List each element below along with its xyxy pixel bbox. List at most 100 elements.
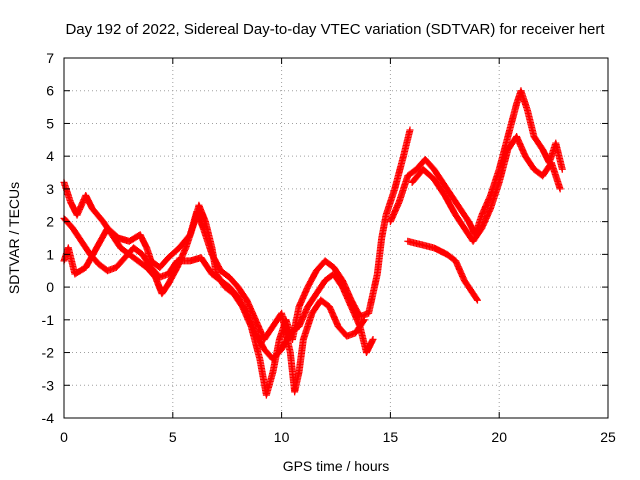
data-point-run xyxy=(495,147,512,186)
data-point-run xyxy=(164,258,180,278)
data-points xyxy=(60,87,566,399)
data-point-run xyxy=(382,186,398,219)
data-point-run xyxy=(486,167,503,199)
data-point-run xyxy=(225,283,241,300)
axis-ticks xyxy=(63,57,609,419)
data-point-run xyxy=(362,337,376,357)
data-point-run xyxy=(243,296,259,322)
data-point-run xyxy=(441,191,459,218)
series-track-3 xyxy=(60,208,368,396)
data-point-run xyxy=(430,165,446,185)
data-point-run xyxy=(158,281,172,298)
data-point xyxy=(406,126,414,134)
y-tick-label: 6 xyxy=(46,83,54,99)
data-point-run xyxy=(88,205,106,224)
data-point-run xyxy=(317,296,332,310)
plot-frame xyxy=(63,57,609,419)
y-tick-label: 7 xyxy=(46,50,54,66)
data-point-run xyxy=(421,155,437,172)
series-track-2 xyxy=(60,214,377,363)
data-point-run xyxy=(530,133,546,152)
y-tick-label: 2 xyxy=(46,214,54,230)
x-tick-label: 20 xyxy=(491,429,507,445)
data-point-run xyxy=(197,254,215,277)
data-point-run xyxy=(299,311,316,343)
data-point-run xyxy=(77,237,93,257)
data-point-run xyxy=(404,237,423,248)
series-track-6 xyxy=(404,237,481,304)
data-point-run xyxy=(391,154,407,193)
data-point-run xyxy=(439,178,454,198)
data-point-run xyxy=(93,225,111,252)
y-axis-label: SDTVAR / TECUs xyxy=(6,182,22,294)
data-point-run xyxy=(325,303,342,329)
data-point-run xyxy=(138,250,154,270)
x-tick-label: 15 xyxy=(383,429,399,445)
data-point xyxy=(556,185,564,193)
data-point xyxy=(473,296,481,304)
data-point-run xyxy=(208,250,224,273)
data-point-run xyxy=(175,232,193,252)
data-point-run xyxy=(504,101,520,141)
data-point-run xyxy=(404,166,419,180)
data-point xyxy=(369,335,377,343)
data-point-run xyxy=(339,283,355,309)
data-point-run xyxy=(225,273,241,290)
data-point-run xyxy=(130,244,145,257)
data-point-run xyxy=(308,297,324,317)
series-track-4 xyxy=(386,87,566,239)
data-point-run xyxy=(469,290,481,303)
data-point-run xyxy=(69,224,85,244)
data-point-run xyxy=(304,268,320,291)
data-point-run xyxy=(352,317,367,337)
data-point-run xyxy=(269,346,285,363)
data-point-run xyxy=(217,277,232,290)
data-point-run xyxy=(260,324,276,343)
data-point-run xyxy=(243,309,259,336)
data-point-run xyxy=(452,257,468,283)
data-point-run xyxy=(521,152,537,172)
data-point-run xyxy=(443,250,458,264)
chart-title: Day 192 of 2022, Sidereal Day-to-day VTE… xyxy=(65,21,605,38)
data-point-run xyxy=(408,166,426,186)
x-tick-label: 10 xyxy=(274,429,290,445)
data-point-run xyxy=(478,206,494,232)
data-point-run xyxy=(64,244,78,276)
data-point-run xyxy=(517,87,531,113)
y-tick-label: 4 xyxy=(46,148,54,164)
data-point-run xyxy=(330,270,346,290)
data-point-run xyxy=(295,304,311,330)
data-point-run xyxy=(262,370,276,399)
x-tick-label: 0 xyxy=(60,429,68,445)
data-point-run xyxy=(136,231,150,251)
data-point-run xyxy=(447,191,463,211)
data-point-run xyxy=(430,175,448,198)
y-tick-label: -3 xyxy=(42,377,55,393)
data-point-run xyxy=(286,323,302,337)
x-tick-label: 5 xyxy=(169,429,177,445)
data-point-run xyxy=(452,211,468,231)
data-point-run xyxy=(295,284,311,311)
data-point-run xyxy=(278,309,294,355)
data-point-run xyxy=(321,257,337,271)
data-point-run xyxy=(71,264,88,278)
data-point-run xyxy=(251,329,267,352)
data-point-run xyxy=(378,213,390,242)
x-tick-label: 25 xyxy=(600,429,616,445)
data-point-run xyxy=(460,277,476,296)
data-point-run xyxy=(330,263,346,283)
data-point-run xyxy=(552,139,566,172)
data-point-run xyxy=(486,180,503,213)
data-point-run xyxy=(365,291,377,317)
data-point-run xyxy=(513,133,529,159)
data-point-run xyxy=(208,270,223,284)
data-point-run xyxy=(456,205,472,224)
data-point-run xyxy=(295,337,307,376)
data-point-run xyxy=(373,236,386,278)
data-point-run xyxy=(495,134,512,173)
data-point-run xyxy=(143,263,158,280)
data-point-run xyxy=(369,272,381,298)
tick-labels: 0 5 10 15 20 25 -4 -3 -2 -1 0 1 2 3 4 5 6 7 xyxy=(42,50,616,445)
data-point-run xyxy=(312,278,328,298)
data-point-run xyxy=(304,291,320,311)
